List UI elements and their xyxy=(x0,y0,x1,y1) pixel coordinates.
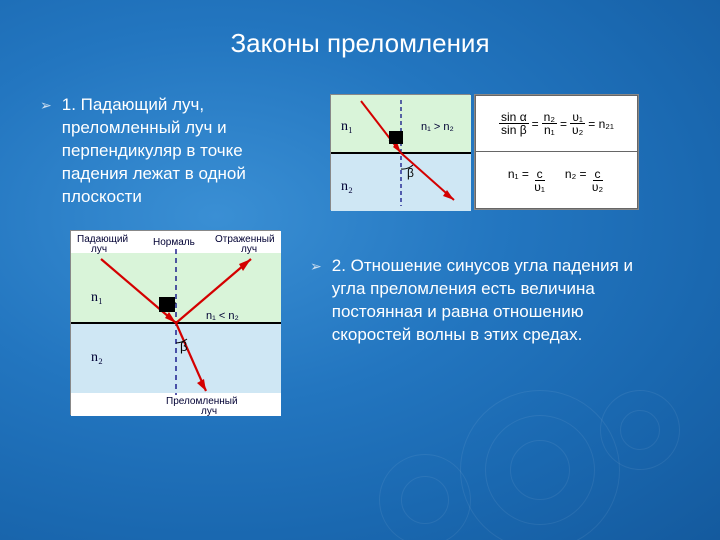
n2-lg: n₂ xyxy=(91,350,103,365)
slide-title: Законы преломления xyxy=(40,28,680,59)
bullet-arrow-icon: ➢ xyxy=(40,98,52,112)
bullet-2-text: 2. Отношение синусов угла падения и угла… xyxy=(332,255,650,347)
row-1: ➢ 1. Падающий луч, преломленный луч и пе… xyxy=(40,94,680,210)
svg-text:луч: луч xyxy=(91,244,107,255)
figure-1-group: α β n₁ n₂ n₁ > n₂ sin αsin β = n₂n₁ = υ₁… xyxy=(330,94,639,210)
bullet-1-block: ➢ 1. Падающий луч, преломленный луч и пе… xyxy=(40,94,310,209)
row-2: α β n₁ n₂ n₁ < n₂ Падающий луч Нормаль О… xyxy=(40,230,680,415)
beta-label: β xyxy=(407,166,414,180)
refraction-diagram-large: α β n₁ n₂ n₁ < n₂ Падающий луч Нормаль О… xyxy=(70,230,280,415)
n1-label: n₁ xyxy=(341,119,353,134)
beta-lg: β xyxy=(180,339,187,354)
formula-panel: sin αsin β = n₂n₁ = υ₁υ₂ = n₂₁ n₁ = cυ₁ … xyxy=(474,94,639,210)
cond-label: n₁ > n₂ xyxy=(421,121,454,133)
cond-lg: n₁ < n₂ xyxy=(206,310,239,322)
bullet-arrow-icon: ➢ xyxy=(310,259,322,273)
snell-formula: sin αsin β = n₂n₁ = υ₁υ₂ = n₂₁ xyxy=(475,95,638,152)
svg-text:луч: луч xyxy=(201,406,217,416)
svg-text:Нормаль: Нормаль xyxy=(153,237,195,248)
alpha-lg: α xyxy=(162,297,170,312)
speed-formula: n₁ = cυ₁ n₂ = cυ₂ xyxy=(475,152,638,209)
slide: Законы преломления ➢ 1. Падающий луч, пр… xyxy=(0,0,720,540)
alpha-label: α xyxy=(391,131,398,145)
refraction-diagram-small: α β n₁ n₂ n₁ > n₂ xyxy=(330,94,470,210)
n1-lg: n₁ xyxy=(91,290,103,305)
bullet-2-block: ➢ 2. Отношение синусов угла падения и уг… xyxy=(310,255,650,347)
bullet-1-text: 1. Падающий луч, преломленный луч и перп… xyxy=(62,94,310,209)
n2-label: n₂ xyxy=(341,179,353,194)
svg-text:луч: луч xyxy=(241,244,257,255)
